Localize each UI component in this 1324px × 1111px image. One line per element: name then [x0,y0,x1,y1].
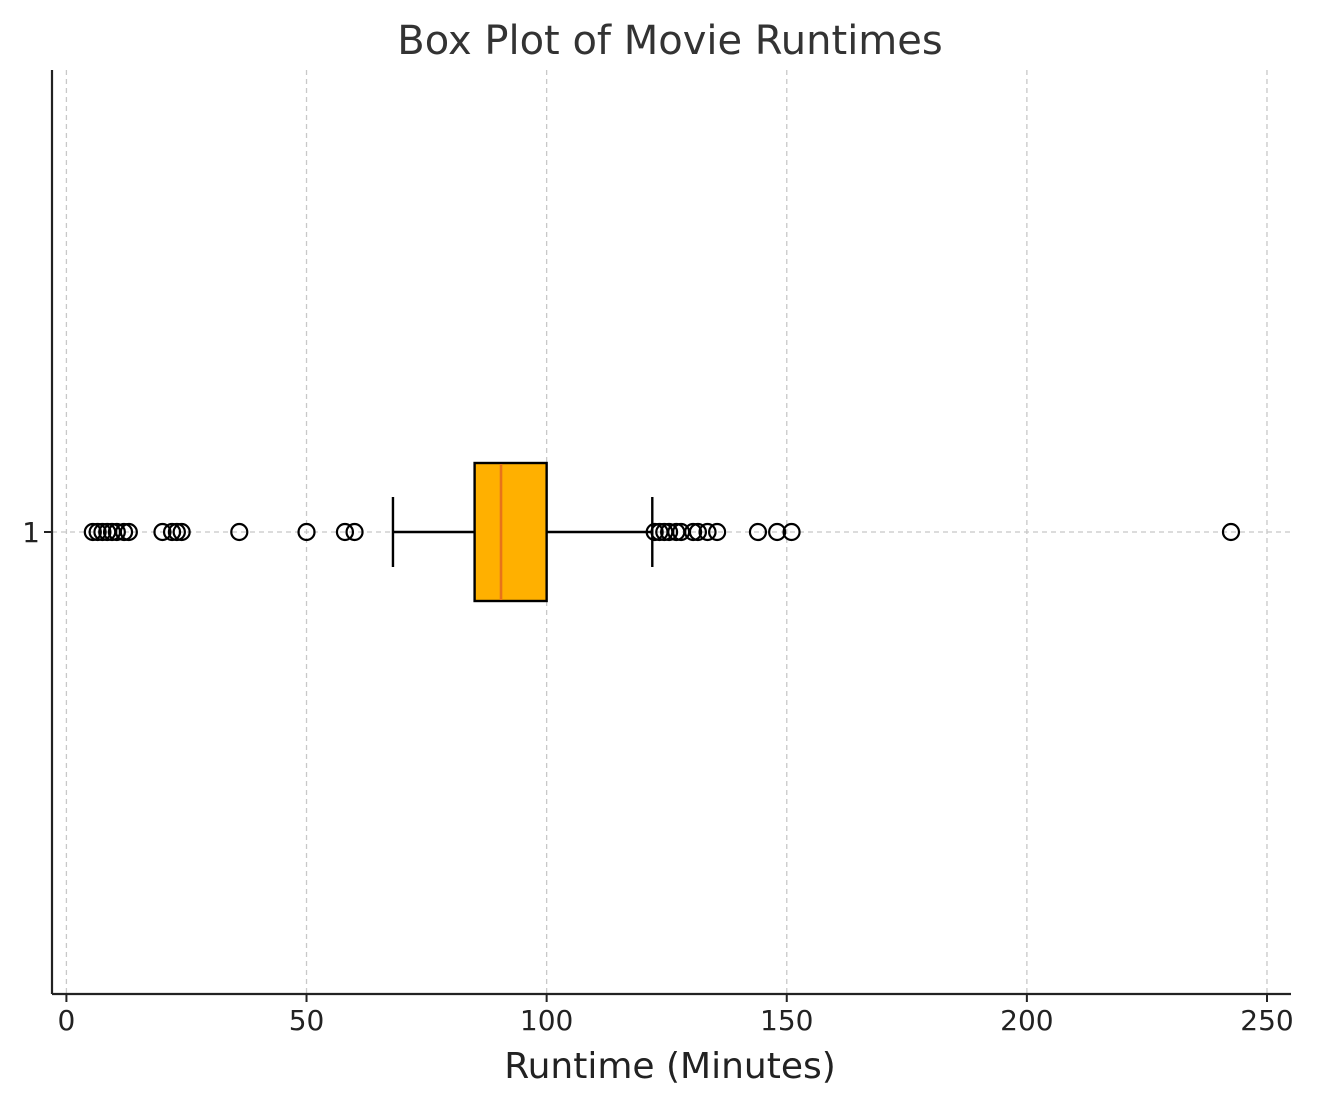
outlier-point [153,522,172,542]
outlier-point [1221,522,1241,542]
x-tick-label: 0 [57,1004,75,1037]
x-tick-label: 100 [520,1004,573,1037]
outlier-point [645,522,664,542]
x-tick-label: 150 [760,1004,813,1037]
x-axis-label: Runtime (Minutes) [504,1046,836,1087]
chart-title: Box Plot of Movie Runtimes [397,18,942,64]
outlier-point [88,522,107,542]
y-tick-label: 1 [22,516,40,549]
outlier-point [335,522,355,542]
outlier-point [698,522,717,542]
outlier-point [119,522,138,542]
outlier-point [708,522,727,542]
outlier-point [172,522,191,542]
iqr-box [473,461,548,603]
outlier-point [114,522,134,542]
x-tick-label: 200 [1000,1004,1053,1037]
outlier-point [167,522,186,542]
outlier-point [230,522,249,542]
x-tick-label: 50 [289,1004,325,1037]
outlier-point [162,522,182,542]
outlier-point [768,522,787,542]
outlier-point [659,522,679,542]
outlier-point [688,522,708,542]
outlier-point [297,522,316,542]
outlier-point [93,522,112,542]
outlier-point [748,522,768,542]
outlier-point [782,522,801,542]
x-tick-label: 250 [1240,1004,1293,1037]
outlier-point [684,522,703,542]
outlier-point [107,522,126,542]
outlier-point [83,522,102,542]
outlier-point [345,522,364,542]
